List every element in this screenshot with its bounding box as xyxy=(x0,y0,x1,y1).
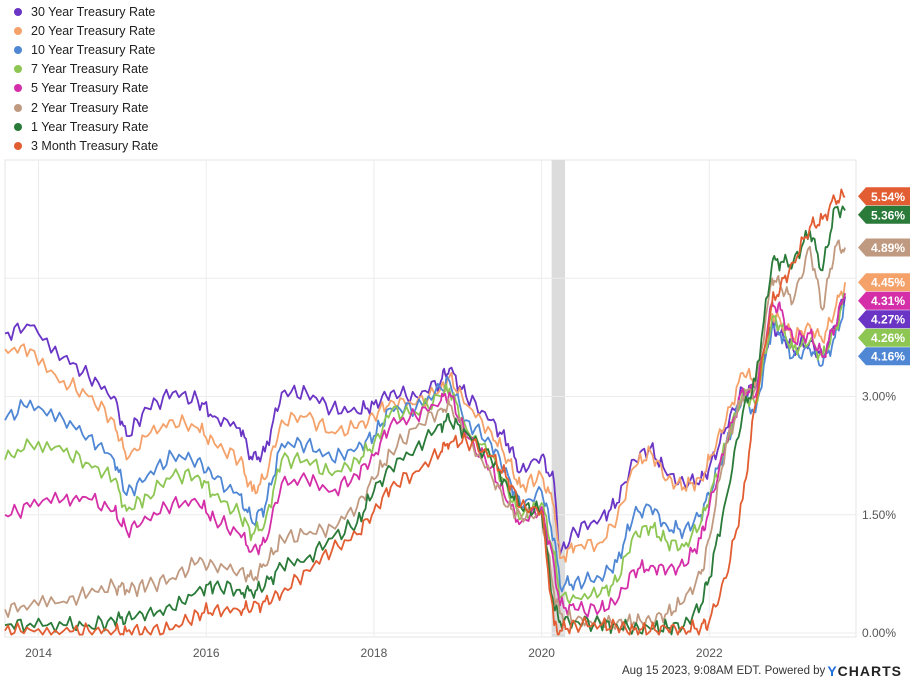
x-tick-label: 2016 xyxy=(193,646,220,660)
legend-label: 30 Year Treasury Rate xyxy=(31,4,156,19)
legend-label: 1 Year Treasury Rate xyxy=(31,119,149,134)
end-value-label: 5.54% xyxy=(871,190,905,204)
end-value-label: 4.45% xyxy=(871,276,905,290)
end-value-label: 5.36% xyxy=(871,208,905,222)
end-value-badge xyxy=(858,205,910,224)
legend-swatch xyxy=(14,65,22,74)
footer-timestamp: Aug 15 2023, 9:08AM EDT. Powered by xyxy=(622,665,826,677)
end-value-badge xyxy=(858,273,910,292)
end-value-label: 4.89% xyxy=(871,241,905,255)
end-value-badge xyxy=(858,310,910,329)
legend-item: 10 Year Treasury Rate xyxy=(14,40,158,59)
x-tick-label: 2022 xyxy=(696,646,723,660)
legend-item: 5 Year Treasury Rate xyxy=(14,79,158,98)
legend-swatch xyxy=(14,84,22,93)
legend-item: 30 Year Treasury Rate xyxy=(14,2,158,21)
end-value-label: 4.26% xyxy=(871,331,905,345)
legend-item: 7 Year Treasury Rate xyxy=(14,60,158,79)
legend-label: 3 Month Treasury Rate xyxy=(31,138,159,153)
end-value-label: 4.27% xyxy=(871,313,905,327)
legend-swatch xyxy=(14,26,22,35)
legend-swatch xyxy=(14,122,22,131)
legend-label: 10 Year Treasury Rate xyxy=(31,42,156,57)
legend-label: 5 Year Treasury Rate xyxy=(31,81,149,96)
end-value-badge xyxy=(858,187,910,206)
legend-swatch xyxy=(14,45,22,54)
end-value-badge xyxy=(858,347,910,366)
x-tick-label: 2020 xyxy=(528,646,555,660)
x-tick-label: 2014 xyxy=(25,646,52,660)
end-value-badge xyxy=(858,291,910,310)
x-tick-label: 2018 xyxy=(361,646,388,660)
chart-footer: Aug 15 2023, 9:08AM EDT. Powered by YCHA… xyxy=(622,663,902,679)
y-tick-label: 1.50% xyxy=(862,508,896,522)
y-tick-label: 0.00% xyxy=(862,626,896,640)
legend-swatch xyxy=(14,141,22,150)
end-value-badge xyxy=(858,328,910,347)
y-tick-label: 3.00% xyxy=(862,390,896,404)
legend-label: 2 Year Treasury Rate xyxy=(31,100,149,115)
legend-label: 7 Year Treasury Rate xyxy=(31,62,149,77)
legend-swatch xyxy=(14,7,22,16)
end-value-label: 4.31% xyxy=(871,294,905,308)
series-line xyxy=(4,188,846,636)
legend-item: 3 Month Treasury Rate xyxy=(14,136,158,155)
end-value-badge xyxy=(858,238,910,257)
legend-item: 2 Year Treasury Rate xyxy=(14,98,158,117)
chart-legend: 30 Year Treasury Rate 20 Year Treasury Ra… xyxy=(14,2,158,156)
legend-item: 1 Year Treasury Rate xyxy=(14,117,158,136)
end-value-label: 4.16% xyxy=(871,350,905,364)
legend-item: 20 Year Treasury Rate xyxy=(14,21,158,40)
series-line xyxy=(4,282,846,563)
legend-swatch xyxy=(14,103,22,112)
ycharts-logo: YCHARTS xyxy=(827,663,902,679)
legend-label: 20 Year Treasury Rate xyxy=(31,23,156,38)
series-line xyxy=(4,205,846,636)
